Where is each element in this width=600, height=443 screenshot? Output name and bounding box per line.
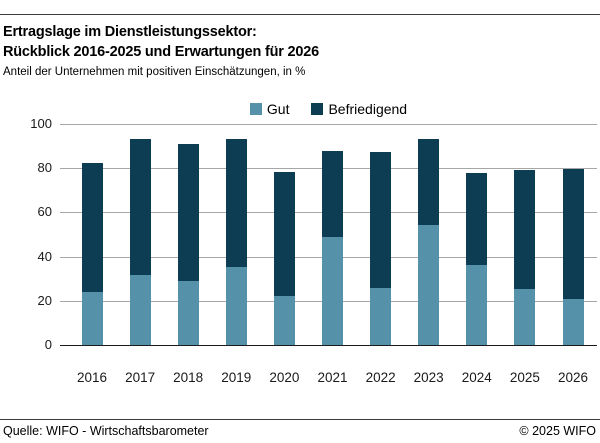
bar-segment-befriedigend-2025 (514, 170, 536, 289)
bar-segment-gut-2018 (177, 280, 199, 345)
top-divider (0, 14, 600, 15)
x-axis-label: 2016 (76, 370, 108, 385)
chart-header: Ertragslage im Dienstleistungssektor: Rü… (3, 22, 319, 80)
bar-segment-gut-2022 (370, 287, 392, 345)
chart-title-line1: Ertragslage im Dienstleistungssektor: (3, 24, 257, 40)
bar-segment-befriedigend-2016 (81, 162, 103, 292)
y-tick-label: 0 (44, 337, 52, 352)
bar-segment-gut-2019 (225, 266, 247, 345)
x-axis-label: 2024 (461, 370, 492, 385)
x-axis-label: 2025 (509, 370, 540, 385)
x-axis-label: 2022 (365, 370, 396, 385)
bar-segment-befriedigend-2026 (562, 169, 584, 299)
bar-segment-gut-2020 (273, 296, 295, 345)
bar-segment-gut-2021 (322, 236, 343, 345)
bar-segment-gut-2023 (418, 224, 440, 345)
legend-swatch-befriedigend-icon (311, 103, 324, 115)
y-tick-label: 40 (37, 248, 52, 264)
x-axis-label: 2019 (221, 370, 252, 385)
bar-segment-befriedigend-2022 (370, 151, 392, 288)
bar-segment-gut-2025 (514, 288, 536, 345)
bar-segment-befriedigend-2018 (177, 143, 199, 281)
source-note: Quelle: WIFO - Wirtschaftsbarometer (3, 424, 209, 438)
legend-swatch-gut-icon (249, 103, 262, 115)
bar-segment-befriedigend-2020 (273, 171, 295, 297)
x-axis-label: 2017 (125, 370, 156, 385)
x-axis-label: 2023 (413, 370, 444, 385)
legend-item-gut: Gut (249, 101, 290, 117)
bar-segment-befriedigend-2019 (225, 139, 247, 267)
y-tick-label: 60 (37, 204, 52, 220)
bar-segment-befriedigend-2023 (418, 139, 440, 225)
bar-segment-gut-2017 (129, 275, 151, 345)
bar-segment-gut-2024 (466, 265, 488, 345)
x-axis-label: 2026 (557, 370, 589, 385)
plot-area: 0 20 40 60 80 100 2016 2017 2018 2019 2020 2021 2022… (30, 116, 597, 385)
bar-segment-befriedigend-2021 (322, 150, 343, 237)
legend: Gut Befriedigend (60, 100, 597, 118)
chart-subtitle: Anteil der Unternehmen mit positiven Ein… (3, 66, 306, 78)
x-axis-label: 2021 (317, 370, 348, 385)
legend-item-befriedigend: Befriedigend (311, 102, 407, 116)
bar-segment-befriedigend-2024 (466, 172, 488, 266)
legend-label-gut: Gut (266, 101, 290, 117)
x-axis-label: 2018 (173, 370, 204, 385)
bar-segment-gut-2016 (81, 291, 103, 345)
bar-segment-befriedigend-2017 (129, 139, 151, 276)
legend-label-befriedigend: Befriedigend (328, 101, 408, 117)
footer-divider (0, 419, 600, 420)
chart-title-line2: Rückblick 2016-2025 und Erwartungen für … (3, 44, 319, 60)
y-tick-label: 100 (30, 116, 52, 131)
bar-segment-gut-2026 (562, 298, 584, 345)
copyright-note: © 2025 WIFO (519, 424, 596, 438)
y-tick-label: 20 (37, 292, 52, 308)
x-axis-label: 2020 (269, 370, 300, 385)
gridline (60, 124, 597, 125)
y-tick-label: 80 (37, 160, 52, 176)
